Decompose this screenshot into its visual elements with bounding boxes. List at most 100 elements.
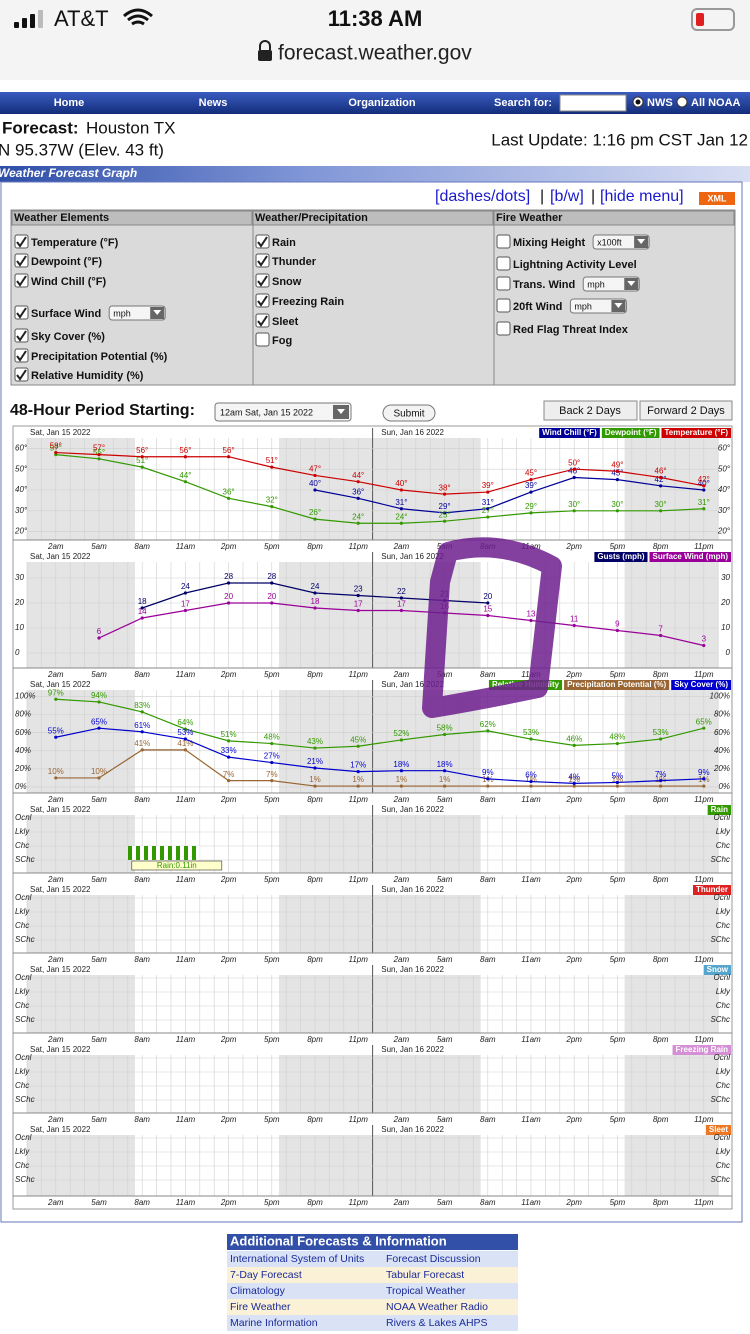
hour-label: 11pm bbox=[694, 955, 714, 964]
hour-label: 8pm bbox=[307, 670, 323, 679]
data-label: 27% bbox=[264, 752, 280, 761]
checkmark bbox=[257, 315, 268, 327]
hour-label: 2am bbox=[47, 795, 64, 804]
hour-label: 11am bbox=[521, 875, 541, 884]
footer-link[interactable]: 7-Day Forecast bbox=[230, 1269, 302, 1281]
data-label: 9% bbox=[698, 768, 710, 777]
checkbox[interactable] bbox=[496, 276, 511, 291]
data-label: 62% bbox=[480, 720, 496, 729]
data-point bbox=[270, 760, 274, 765]
checkbox[interactable] bbox=[255, 313, 270, 328]
level-label: Ocnl bbox=[714, 973, 731, 982]
period-select[interactable] bbox=[214, 402, 352, 422]
coords: N 95.37W (Elev. 43 ft) bbox=[0, 140, 164, 159]
data-point bbox=[399, 738, 403, 742]
data-point bbox=[702, 484, 706, 488]
data-point bbox=[529, 737, 533, 741]
checkbox[interactable] bbox=[496, 234, 511, 249]
data-label: 53% bbox=[523, 728, 539, 737]
checkbox[interactable] bbox=[14, 273, 29, 288]
footer-link[interactable]: Tabular Forecast bbox=[386, 1269, 464, 1281]
radio-label: NWS bbox=[647, 97, 673, 109]
hour-label: 2am bbox=[393, 795, 410, 804]
level-label: Chc bbox=[716, 921, 730, 930]
xml-badge[interactable] bbox=[699, 192, 735, 205]
back-button[interactable] bbox=[543, 400, 638, 421]
hour-label: 5pm bbox=[264, 1115, 280, 1124]
data-label: 48% bbox=[609, 733, 625, 742]
checkbox[interactable] bbox=[255, 273, 270, 288]
checkbox[interactable] bbox=[14, 234, 29, 249]
checkbox-label: Lightning Activity Level bbox=[513, 259, 637, 271]
level-label: Lkly bbox=[716, 987, 731, 996]
nav-link[interactable]: Organization bbox=[348, 97, 416, 109]
checkbox[interactable] bbox=[14, 305, 29, 320]
footer-link[interactable]: Tropical Weather bbox=[386, 1285, 466, 1297]
data-point bbox=[183, 608, 187, 613]
checkbox[interactable] bbox=[255, 332, 270, 347]
data-label: 58° bbox=[50, 442, 62, 451]
search-input[interactable] bbox=[559, 94, 627, 112]
checkbox[interactable] bbox=[14, 328, 29, 343]
checkbox[interactable] bbox=[255, 253, 270, 268]
data-point bbox=[313, 606, 317, 610]
hour-label: 5am bbox=[91, 955, 107, 964]
data-point bbox=[702, 726, 706, 730]
data-label: 55% bbox=[48, 726, 64, 735]
data-point bbox=[313, 488, 317, 492]
checkbox[interactable] bbox=[496, 321, 511, 336]
url[interactable]: forecast.weather.gov bbox=[278, 42, 472, 65]
submit-button[interactable] bbox=[382, 404, 436, 422]
level-label: SChc bbox=[710, 855, 730, 864]
data-label: 44° bbox=[179, 471, 191, 480]
data-label: 14 bbox=[138, 607, 147, 616]
footer-link[interactable]: Marine Information bbox=[230, 1317, 318, 1329]
y-tick-label: 80% bbox=[15, 710, 31, 719]
nav-link[interactable]: News bbox=[199, 97, 228, 109]
checkbox[interactable] bbox=[14, 367, 29, 382]
nav-link[interactable]: Home bbox=[54, 97, 85, 109]
night-shade bbox=[27, 895, 135, 953]
night-shade bbox=[624, 1135, 719, 1196]
data-label: 42° bbox=[698, 475, 710, 484]
checkbox[interactable] bbox=[496, 256, 511, 271]
checkbox-label: 20ft Wind bbox=[513, 301, 562, 313]
series-line bbox=[55, 698, 704, 749]
data-label: 56° bbox=[223, 446, 235, 455]
data-label: 42° bbox=[655, 475, 667, 484]
checkbox[interactable] bbox=[496, 298, 511, 313]
data-point bbox=[183, 748, 187, 752]
battery-level bbox=[696, 13, 704, 26]
legend-swatch bbox=[703, 965, 731, 975]
hour-label: 2am bbox=[47, 955, 64, 964]
checkbox[interactable] bbox=[14, 253, 29, 268]
footer-link[interactable]: International System of Units bbox=[230, 1253, 364, 1265]
night-shade bbox=[279, 815, 481, 873]
y-tick-label: 60% bbox=[714, 728, 730, 737]
data-label: 17 bbox=[181, 600, 190, 609]
footer-link[interactable]: Climatology bbox=[230, 1285, 286, 1297]
data-point bbox=[615, 478, 620, 482]
checkbox-label: Precipitation Potential (%) bbox=[31, 351, 168, 363]
footer-link[interactable]: NOAA Weather Radio bbox=[386, 1301, 488, 1313]
link[interactable]: [dashes/dots] bbox=[435, 188, 530, 205]
radio[interactable] bbox=[676, 96, 688, 108]
data-point bbox=[659, 475, 663, 480]
checkbox[interactable] bbox=[255, 234, 270, 249]
data-label: 33% bbox=[221, 746, 237, 755]
hour-label: 2pm bbox=[220, 1035, 237, 1044]
checkbox-label: Surface Wind bbox=[31, 308, 101, 320]
link[interactable]: [b/w] bbox=[550, 188, 584, 205]
checkbox-label: Fog bbox=[272, 335, 292, 347]
hour-label: 8am bbox=[134, 1115, 150, 1124]
forward-button[interactable] bbox=[639, 400, 733, 421]
footer-link[interactable]: Fire Weather bbox=[230, 1301, 291, 1313]
link[interactable]: [hide menu] bbox=[600, 188, 684, 205]
footer-link[interactable]: Forecast Discussion bbox=[386, 1253, 481, 1265]
series-line bbox=[55, 727, 704, 784]
hour-label: 8am bbox=[480, 1115, 496, 1124]
footer-link[interactable]: Rivers & Lakes AHPS bbox=[386, 1317, 488, 1329]
checkbox[interactable] bbox=[255, 293, 270, 308]
hour-label: 11pm bbox=[348, 1035, 368, 1044]
checkbox[interactable] bbox=[14, 348, 29, 363]
